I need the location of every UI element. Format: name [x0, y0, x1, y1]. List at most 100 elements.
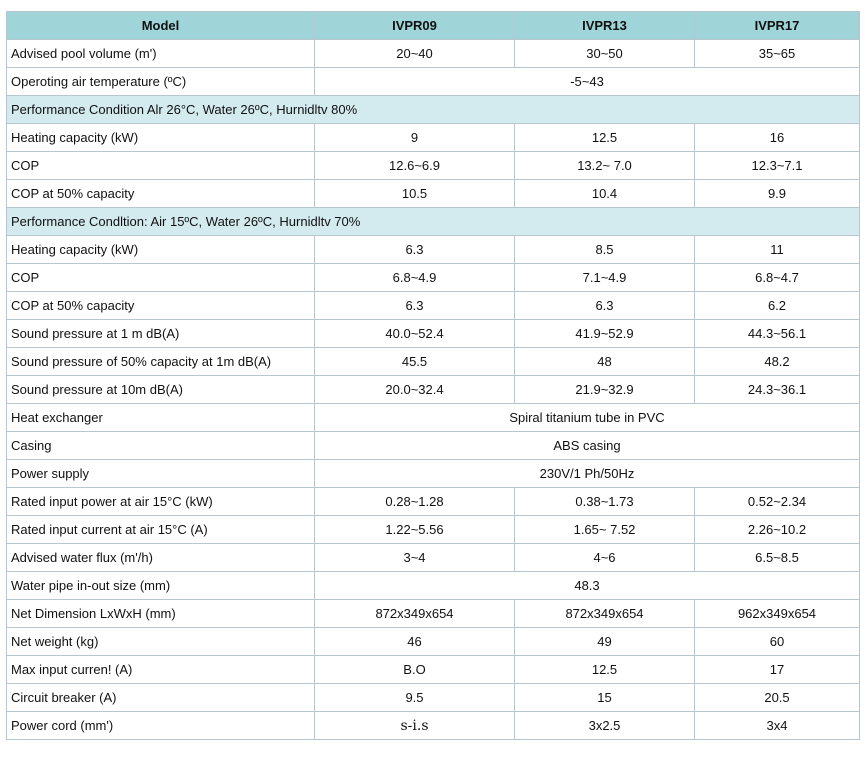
table-row: Rated input current at air 15°C (A) 1.22~…	[6, 515, 860, 544]
row-label: Advised pool volume (m')	[6, 39, 315, 68]
row-value-model-1: 0.28~1.28	[314, 487, 515, 516]
row-value-model-2: 0.38~1.73	[514, 487, 695, 516]
table-row: Sound pressure at 10m dB(A) 20.0~32.4 21.9…	[6, 375, 860, 404]
table-row: COP at 50% capacity 6.3 6.3 6.2	[6, 291, 860, 320]
row-value-model-2: 4~6	[514, 543, 695, 572]
row-label: Advised water flux (m'/h)	[6, 543, 315, 572]
section-label: Performance Condltion: Air 15ºC, Water 2…	[6, 207, 860, 236]
row-value-model-3: 35~65	[694, 39, 860, 68]
table-row: Power supply 230V/1 Ph/50Hz	[6, 459, 860, 488]
row-value-model-1: s-i.s	[314, 711, 515, 740]
row-label: Net weight (kg)	[6, 627, 315, 656]
header-model-3: IVPR17	[694, 11, 860, 40]
row-value-all-models: -5~43	[314, 67, 860, 96]
row-label: Power cord (mm')	[6, 711, 315, 740]
table-row: Sound pressure of 50% capacity at 1m dB(…	[6, 347, 860, 376]
row-value-model-3: 11	[694, 235, 860, 264]
row-value-model-3: 962x349x654	[694, 599, 860, 628]
table-row: Power cord (mm') s-i.s 3x2.5 3x4	[6, 711, 860, 740]
row-label: Net Dimension LxWxH (mm)	[6, 599, 315, 628]
row-value-model-3: 24.3~36.1	[694, 375, 860, 404]
row-value-model-2: 49	[514, 627, 695, 656]
table-row: Heating capacity (kW) 6.3 8.5 11	[6, 235, 860, 264]
row-value-model-3: 48.2	[694, 347, 860, 376]
row-label: Heat exchanger	[6, 403, 315, 432]
table-row: COP 12.6~6.9 13.2~ 7.0 12.3~7.1	[6, 151, 860, 180]
header-row: Model IVPR09 IVPR13 IVPR17	[6, 11, 860, 40]
row-label: COP at 50% capacity	[6, 291, 315, 320]
row-label: COP	[6, 263, 315, 292]
row-value-model-1: 1.22~5.56	[314, 515, 515, 544]
row-value-model-2: 41.9~52.9	[514, 319, 695, 348]
row-value-model-2: 12.5	[514, 655, 695, 684]
row-value-model-1: 6.8~4.9	[314, 263, 515, 292]
table-row: Heating capacity (kW) 9 12.5 16	[6, 123, 860, 152]
row-value-model-1: 20~40	[314, 39, 515, 68]
row-value-model-1: 45.5	[314, 347, 515, 376]
section-label: Performance Condition Alr 26°C, Water 26…	[6, 95, 860, 124]
row-value-model-3: 6.2	[694, 291, 860, 320]
row-value-model-2: 8.5	[514, 235, 695, 264]
row-value-all-models: 230V/1 Ph/50Hz	[314, 459, 860, 488]
row-value-model-1: 3~4	[314, 543, 515, 572]
row-value-model-3: 2.26~10.2	[694, 515, 860, 544]
row-label: Rated input power at air 15°C (kW)	[6, 487, 315, 516]
row-label: Water pipe in-out size (mm)	[6, 571, 315, 600]
row-value-model-3: 6.8~4.7	[694, 263, 860, 292]
row-label: Sound pressure at 10m dB(A)	[6, 375, 315, 404]
table-row: Advised pool volume (m') 20~40 30~50 35~65	[6, 39, 860, 68]
row-value-model-1: 872x349x654	[314, 599, 515, 628]
row-value-model-1: 6.3	[314, 291, 515, 320]
row-value-all-models: 48.3	[314, 571, 860, 600]
row-label: Max input curren! (A)	[6, 655, 315, 684]
row-value-model-3: 20.5	[694, 683, 860, 712]
row-label: Operoting air temperature (ºC)	[6, 67, 315, 96]
row-value-model-2: 30~50	[514, 39, 695, 68]
row-value-model-2: 13.2~ 7.0	[514, 151, 695, 180]
table-row: Max input curren! (A) B.O 12.5 17	[6, 655, 860, 684]
table-row: Water pipe in-out size (mm) 48.3	[6, 571, 860, 600]
row-value-model-2: 10.4	[514, 179, 695, 208]
row-label: Sound pressure of 50% capacity at 1m dB(…	[6, 347, 315, 376]
row-value-model-1: 12.6~6.9	[314, 151, 515, 180]
row-value-model-3: 0.52~2.34	[694, 487, 860, 516]
row-value-model-1: 46	[314, 627, 515, 656]
row-value-model-3: 9.9	[694, 179, 860, 208]
row-label: Heating capacity (kW)	[6, 235, 315, 264]
row-label: Heating capacity (kW)	[6, 123, 315, 152]
table-row: Net weight (kg) 46 49 60	[6, 627, 860, 656]
row-value-model-1: 20.0~32.4	[314, 375, 515, 404]
row-value-model-2: 15	[514, 683, 695, 712]
row-value-model-1: 9	[314, 123, 515, 152]
row-value-model-2: 12.5	[514, 123, 695, 152]
row-label: Sound pressure at 1 m dB(A)	[6, 319, 315, 348]
table-row: Casing ABS casing	[6, 431, 860, 460]
row-label: Circuit breaker (A)	[6, 683, 315, 712]
row-value-model-1: B.O	[314, 655, 515, 684]
table-row: Sound pressure at 1 m dB(A) 40.0~52.4 41.9…	[6, 319, 860, 348]
row-value-model-2: 6.3	[514, 291, 695, 320]
table-row: COP 6.8~4.9 7.1~4.9 6.8~4.7	[6, 263, 860, 292]
row-label: COP	[6, 151, 315, 180]
row-value-model-3: 3x4	[694, 711, 860, 740]
row-value-model-2: 3x2.5	[514, 711, 695, 740]
row-value-all-models: Spiral titanium tube in PVC	[314, 403, 860, 432]
spec-table: Model IVPR09 IVPR13 IVPR17 Advised pool …	[6, 11, 860, 740]
section-header-row: Performance Condition Alr 26°C, Water 26…	[6, 95, 860, 124]
row-value-model-1: 40.0~52.4	[314, 319, 515, 348]
row-value-model-1: 9.5	[314, 683, 515, 712]
table-row: Net Dimension LxWxH (mm) 872x349x654 872x3…	[6, 599, 860, 628]
row-value-model-3: 16	[694, 123, 860, 152]
row-value-model-2: 48	[514, 347, 695, 376]
header-model-1: IVPR09	[314, 11, 515, 40]
table-row: Operoting air temperature (ºC) -5~43	[6, 67, 860, 96]
table-row: COP at 50% capacity 10.5 10.4 9.9	[6, 179, 860, 208]
row-value-model-1: 10.5	[314, 179, 515, 208]
row-label: COP at 50% capacity	[6, 179, 315, 208]
row-label: Casing	[6, 431, 315, 460]
row-value-model-2: 21.9~32.9	[514, 375, 695, 404]
header-model-label: Model	[6, 11, 315, 40]
table-row: Circuit breaker (A) 9.5 15 20.5	[6, 683, 860, 712]
table-row: Advised water flux (m'/h) 3~4 4~6 6.5~8.5	[6, 543, 860, 572]
row-value-model-3: 60	[694, 627, 860, 656]
